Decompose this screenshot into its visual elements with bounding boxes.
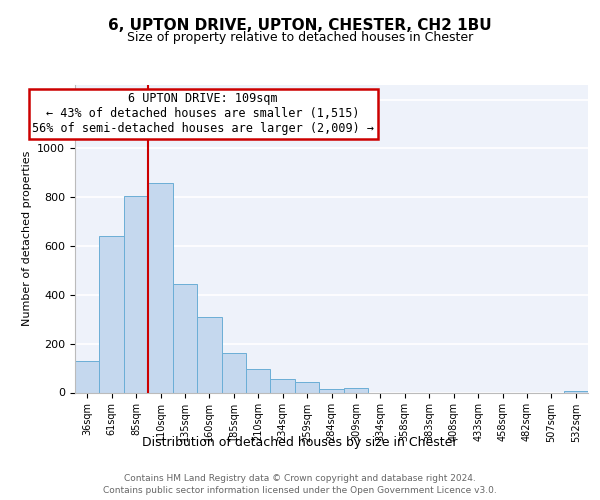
Y-axis label: Number of detached properties: Number of detached properties <box>22 151 32 326</box>
Bar <box>124 196 148 392</box>
Bar <box>271 379 295 392</box>
Bar <box>344 388 368 392</box>
Text: Distribution of detached houses by size in Chester: Distribution of detached houses by size … <box>142 436 458 449</box>
Text: 6, UPTON DRIVE, UPTON, CHESTER, CH2 1BU: 6, UPTON DRIVE, UPTON, CHESTER, CH2 1BU <box>108 18 492 32</box>
Bar <box>100 236 124 392</box>
Bar <box>197 317 221 392</box>
Text: Contains public sector information licensed under the Open Government Licence v3: Contains public sector information licen… <box>103 486 497 495</box>
Text: 6 UPTON DRIVE: 109sqm
← 43% of detached houses are smaller (1,515)
56% of semi-d: 6 UPTON DRIVE: 109sqm ← 43% of detached … <box>32 92 374 136</box>
Bar <box>221 354 246 393</box>
Bar <box>173 284 197 393</box>
Text: Size of property relative to detached houses in Chester: Size of property relative to detached ho… <box>127 31 473 44</box>
Bar <box>148 182 173 392</box>
Text: Contains HM Land Registry data © Crown copyright and database right 2024.: Contains HM Land Registry data © Crown c… <box>124 474 476 483</box>
Bar <box>319 389 344 392</box>
Bar <box>295 382 319 392</box>
Bar <box>246 370 271 392</box>
Bar <box>75 361 100 392</box>
